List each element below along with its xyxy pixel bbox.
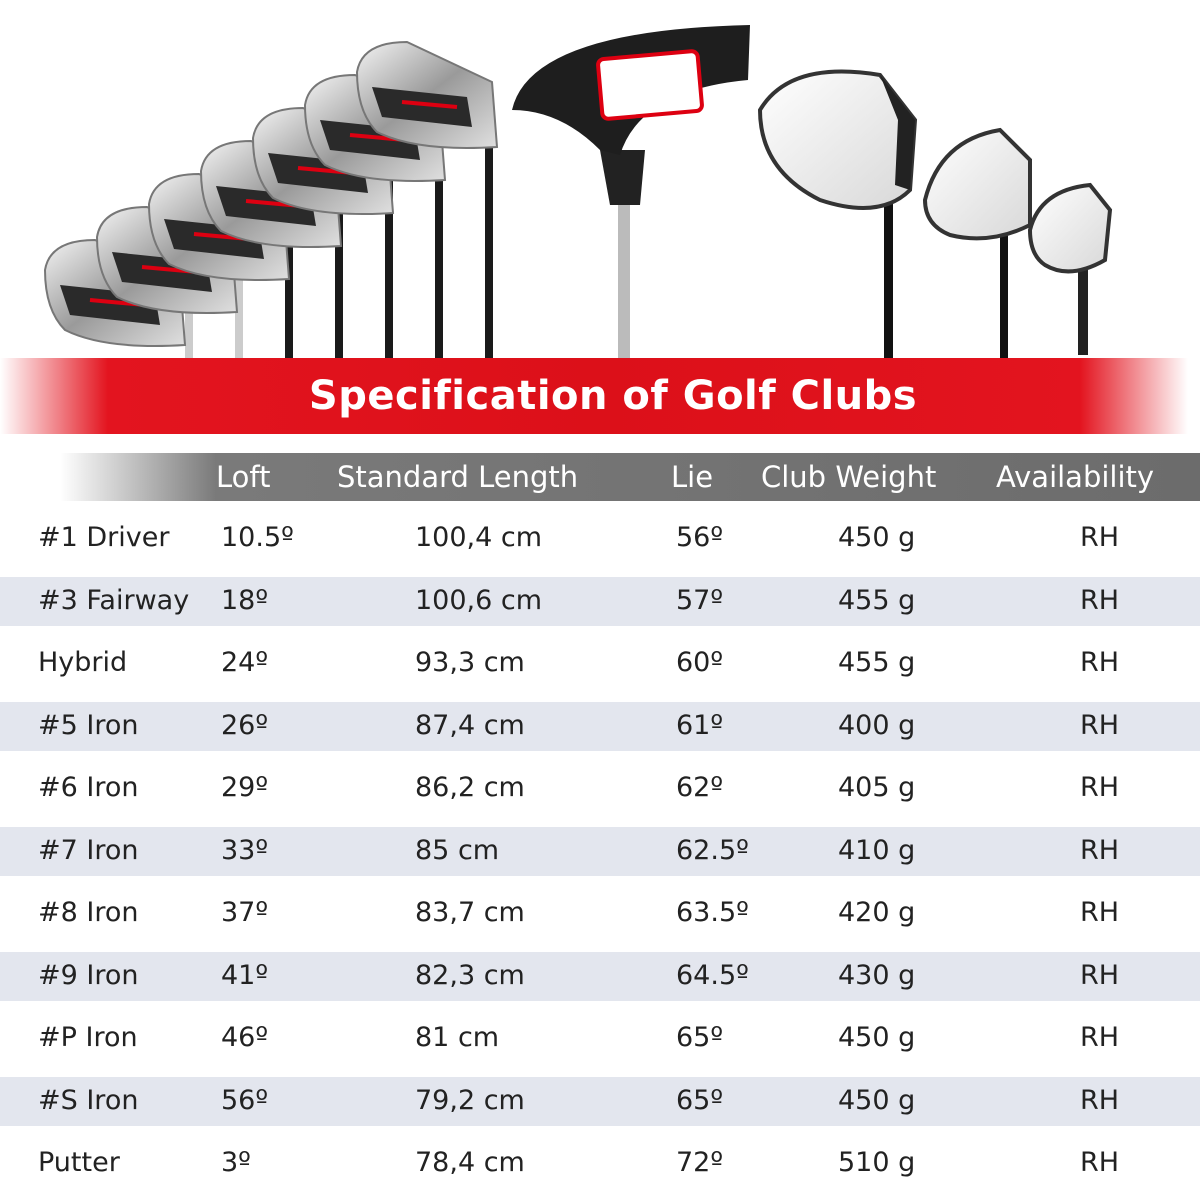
cell-availability: RH — [1080, 834, 1120, 866]
hybrid — [1027, 182, 1113, 355]
cell-length: 79,2 cm — [415, 1084, 525, 1116]
cell-weight: 420 g — [838, 897, 916, 928]
cell-availability: RH — [1080, 897, 1120, 928]
cell-length: 87,4 cm — [415, 709, 525, 741]
putter — [512, 25, 750, 360]
cell-weight: 410 g — [838, 834, 916, 866]
cell-length: 83,7 cm — [415, 897, 525, 928]
cell-lie: 62.5º — [676, 834, 749, 866]
cell-lie: 65º — [676, 1084, 724, 1116]
title-banner: Specification of Golf Clubs — [0, 358, 1200, 434]
cell-length: 100,6 cm — [415, 584, 543, 616]
cell-weight: 405 g — [838, 772, 916, 803]
cell-weight: 510 g — [838, 1147, 916, 1178]
cell-loft: 37º — [221, 897, 269, 928]
table-row: #P Iron 46º 81 cm 65º 450 g RH — [0, 1014, 1200, 1063]
cell-loft: 41º — [221, 959, 269, 991]
golf-clubs-image — [43, 25, 1113, 360]
cell-availability: RH — [1080, 709, 1120, 741]
cell-lie: 63.5º — [676, 897, 749, 928]
cell-weight: 450 g — [838, 522, 916, 553]
cell-loft: 33º — [221, 834, 269, 866]
cell-availability: RH — [1080, 1022, 1120, 1053]
cell-availability: RH — [1080, 1147, 1120, 1178]
cell-availability: RH — [1080, 1084, 1120, 1116]
cell-club-name: #5 Iron — [38, 709, 139, 741]
iron-club — [355, 40, 499, 360]
cell-lie: 61º — [676, 709, 724, 741]
cell-club-name: #6 Iron — [38, 772, 139, 803]
cell-club-name: #8 Iron — [38, 897, 139, 928]
cell-length: 86,2 cm — [415, 772, 525, 803]
cell-club-name: #9 Iron — [38, 959, 139, 991]
cell-club-name: #S Iron — [38, 1084, 139, 1116]
cell-availability: RH — [1080, 959, 1120, 991]
cell-length: 93,3 cm — [415, 647, 525, 678]
cell-weight: 450 g — [838, 1022, 916, 1053]
table-row: #8 Iron 37º 83,7 cm 63.5º 420 g RH — [0, 889, 1200, 938]
table-row: #5 Iron 26º 87,4 cm 61º 400 g RH — [0, 701, 1200, 751]
cell-lie: 60º — [676, 647, 724, 678]
column-header-weight: Club Weight — [761, 460, 937, 494]
fairway-wood — [922, 127, 1032, 360]
cell-availability: RH — [1080, 584, 1120, 616]
cell-loft: 3º — [221, 1147, 251, 1178]
cell-loft: 26º — [221, 709, 269, 741]
cell-weight: 400 g — [838, 709, 916, 741]
cell-availability: RH — [1080, 647, 1120, 678]
cell-club-name: #7 Iron — [38, 834, 139, 866]
table-row: #6 Iron 29º 86,2 cm 62º 405 g RH — [0, 764, 1200, 813]
cell-lie: 65º — [676, 1022, 724, 1053]
column-header-availability: Availability — [996, 460, 1155, 494]
cell-lie: 64.5º — [676, 959, 749, 991]
cell-club-name: Putter — [38, 1147, 120, 1178]
cell-club-name: Hybrid — [38, 647, 128, 678]
cell-lie: 72º — [676, 1147, 724, 1178]
column-header-loft: Loft — [216, 460, 271, 494]
cell-lie: 57º — [676, 584, 724, 616]
cell-club-name: #3 Fairway — [38, 584, 190, 616]
cell-loft: 18º — [221, 584, 269, 616]
table-row: Hybrid 24º 93,3 cm 60º 455 g RH — [0, 639, 1200, 688]
cell-availability: RH — [1080, 772, 1120, 803]
cell-weight: 455 g — [838, 584, 916, 616]
cell-length: 85 cm — [415, 834, 500, 866]
table-row: Putter 3º 78,4 cm 72º 510 g RH — [0, 1139, 1200, 1188]
cell-weight: 430 g — [838, 959, 916, 991]
cell-length: 78,4 cm — [415, 1147, 525, 1178]
column-header-length: Standard Length — [337, 460, 579, 494]
cell-length: 100,4 cm — [415, 522, 543, 553]
table-row: #S Iron 56º 79,2 cm 65º 450 g RH — [0, 1076, 1200, 1126]
driver — [757, 69, 918, 360]
page-title: Specification of Golf Clubs — [308, 373, 918, 419]
table-row: #3 Fairway 18º 100,6 cm 57º 455 g RH — [0, 576, 1200, 626]
table-row: #7 Iron 33º 85 cm 62.5º 410 g RH — [0, 826, 1200, 876]
cell-length: 81 cm — [415, 1022, 500, 1053]
cell-lie: 56º — [676, 522, 724, 553]
cell-loft: 46º — [221, 1022, 269, 1053]
cell-loft: 56º — [221, 1084, 269, 1116]
table-row: #9 Iron 41º 82,3 cm 64.5º 430 g RH — [0, 951, 1200, 1001]
cell-club-name: #1 Driver — [38, 522, 170, 553]
cell-loft: 10.5º — [221, 522, 294, 553]
column-header-lie: Lie — [671, 460, 714, 494]
cell-length: 82,3 cm — [415, 959, 525, 991]
cell-lie: 62º — [676, 772, 724, 803]
cell-weight: 455 g — [838, 647, 916, 678]
cell-weight: 450 g — [838, 1084, 916, 1116]
cell-availability: RH — [1080, 522, 1120, 553]
table-row: #1 Driver 10.5º 100,4 cm 56º 450 g RH — [0, 514, 1200, 563]
cell-loft: 24º — [221, 647, 269, 678]
table-header: Loft Standard Length Lie Club Weight Ava… — [0, 453, 1200, 501]
cell-loft: 29º — [221, 772, 269, 803]
cell-club-name: #P Iron — [38, 1022, 138, 1053]
